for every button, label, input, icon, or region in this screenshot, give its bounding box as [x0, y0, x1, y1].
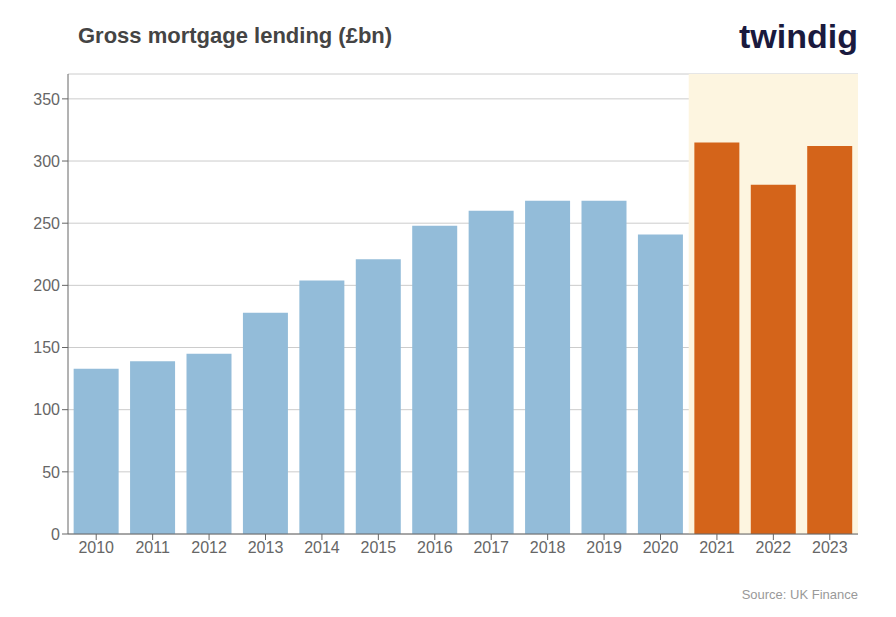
svg-text:2022: 2022: [756, 539, 792, 556]
svg-text:2018: 2018: [530, 539, 566, 556]
svg-text:2014: 2014: [304, 539, 340, 556]
html-text:Source: UK Finance: Source: UK Finance: [741, 587, 858, 602]
svg-text:200: 200: [33, 277, 60, 294]
svg-text:50: 50: [42, 464, 60, 481]
html-text:Gross mortgage lending (£bn): Gross mortgage lending (£bn): [78, 23, 393, 48]
svg-text:2016: 2016: [417, 539, 453, 556]
svg-text:2023: 2023: [812, 539, 848, 556]
svg-text:250: 250: [33, 215, 60, 232]
svg-text:2017: 2017: [473, 539, 509, 556]
svg-text:2013: 2013: [248, 539, 284, 556]
svg-text:2012: 2012: [191, 539, 227, 556]
html-text:twindig: twindig: [739, 16, 858, 55]
svg-text:2011: 2011: [135, 539, 170, 556]
svg-text:300: 300: [33, 153, 60, 170]
svg-text:2019: 2019: [586, 539, 622, 556]
svg-text:2015: 2015: [361, 539, 397, 556]
svg-text:150: 150: [33, 339, 60, 356]
svg-text:2021: 2021: [699, 539, 735, 556]
svg-text:2010: 2010: [78, 539, 114, 556]
svg-text:100: 100: [33, 401, 60, 418]
svg-text:350: 350: [33, 91, 60, 108]
svg-text:2020: 2020: [643, 539, 679, 556]
svg-text:0: 0: [51, 526, 60, 543]
